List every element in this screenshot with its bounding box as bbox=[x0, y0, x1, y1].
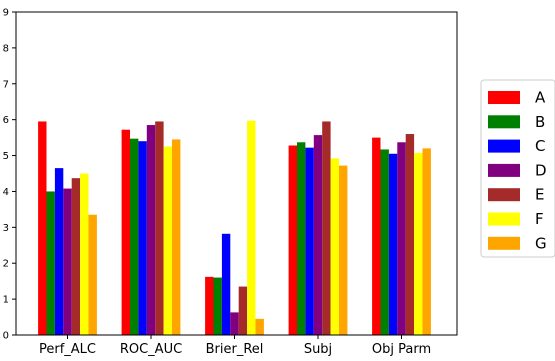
y-tick-label: 8 bbox=[3, 43, 9, 54]
legend-label-g: G bbox=[535, 234, 547, 252]
bar-g-4 bbox=[422, 148, 431, 335]
bar-c-0 bbox=[54, 168, 64, 335]
bar-e-0 bbox=[71, 178, 81, 335]
bar-f-3 bbox=[330, 158, 339, 335]
y-tick-label: 9 bbox=[3, 8, 9, 19]
legend-swatch-f bbox=[488, 212, 520, 226]
bar-f-1 bbox=[163, 146, 172, 335]
bar-a-2 bbox=[205, 276, 214, 335]
legend-label-b: B bbox=[535, 113, 545, 131]
bar-e-4 bbox=[405, 134, 415, 335]
x-tick-label: Subj bbox=[304, 342, 332, 357]
bar-b-4 bbox=[380, 149, 389, 335]
bar-d-3 bbox=[313, 135, 323, 335]
bar-d-4 bbox=[397, 142, 406, 335]
legend-swatch-d bbox=[488, 163, 520, 177]
bar-d-2 bbox=[230, 312, 239, 335]
bar-c-4 bbox=[388, 153, 398, 335]
bar-c-2 bbox=[221, 233, 231, 335]
bar-e-2 bbox=[238, 286, 248, 335]
y-tick-label: 4 bbox=[3, 187, 9, 198]
legend-swatch-a bbox=[488, 91, 520, 104]
bar-e-1 bbox=[155, 121, 164, 335]
bar-d-1 bbox=[146, 125, 156, 335]
x-axis: Perf_ALC ROC_AUC Brier_Rel Subj Obj Parm bbox=[39, 335, 431, 357]
bar-b-0 bbox=[46, 191, 55, 335]
bar-a-0 bbox=[38, 121, 47, 335]
bar-a-3 bbox=[288, 145, 297, 335]
bar-a-4 bbox=[372, 137, 381, 335]
legend-swatch-g bbox=[488, 236, 520, 250]
bar-c-1 bbox=[138, 141, 147, 335]
bar-g-3 bbox=[339, 165, 348, 335]
bar-g-1 bbox=[172, 139, 181, 335]
bar-f-0 bbox=[80, 173, 89, 335]
legend-label-d: D bbox=[535, 161, 547, 179]
bar-g-0 bbox=[88, 214, 97, 335]
y-tick-label: 3 bbox=[3, 223, 9, 234]
bar-b-1 bbox=[130, 138, 139, 335]
bar-a-1 bbox=[121, 129, 130, 335]
legend-swatch-c bbox=[488, 139, 520, 153]
y-tick-label: 2 bbox=[3, 259, 9, 270]
bar-e-3 bbox=[322, 121, 331, 335]
y-tick-label: 7 bbox=[3, 79, 9, 90]
legend-label-c: C bbox=[535, 137, 545, 155]
y-tick-label: 6 bbox=[3, 115, 9, 126]
legend-swatch-b bbox=[488, 115, 520, 129]
x-tick-label: Perf_ALC bbox=[39, 342, 96, 357]
y-tick-label: 5 bbox=[3, 151, 9, 162]
bar-g-2 bbox=[255, 318, 264, 335]
y-axis: 0 1 2 3 4 5 6 7 8 9 bbox=[3, 8, 16, 342]
y-tick-label: 1 bbox=[3, 295, 9, 306]
bar-b-2 bbox=[213, 277, 222, 335]
plot-frame bbox=[15, 11, 458, 336]
bars-group bbox=[38, 120, 431, 335]
legend-swatch-e bbox=[488, 188, 520, 202]
bar-f-4 bbox=[414, 153, 423, 335]
bar-d-0 bbox=[63, 188, 72, 335]
legend-label-f: F bbox=[535, 210, 544, 228]
x-tick-label: ROC_AUC bbox=[120, 342, 182, 357]
x-tick-label: Obj Parm bbox=[372, 342, 431, 357]
legend-label-e: E bbox=[535, 186, 544, 204]
x-tick-label: Brier_Rel bbox=[206, 342, 264, 357]
y-tick-label: 0 bbox=[3, 331, 9, 342]
bar-b-3 bbox=[297, 142, 306, 335]
bar-f-2 bbox=[247, 120, 256, 335]
bar-c-3 bbox=[305, 147, 314, 335]
legend-label-a: A bbox=[535, 89, 546, 107]
